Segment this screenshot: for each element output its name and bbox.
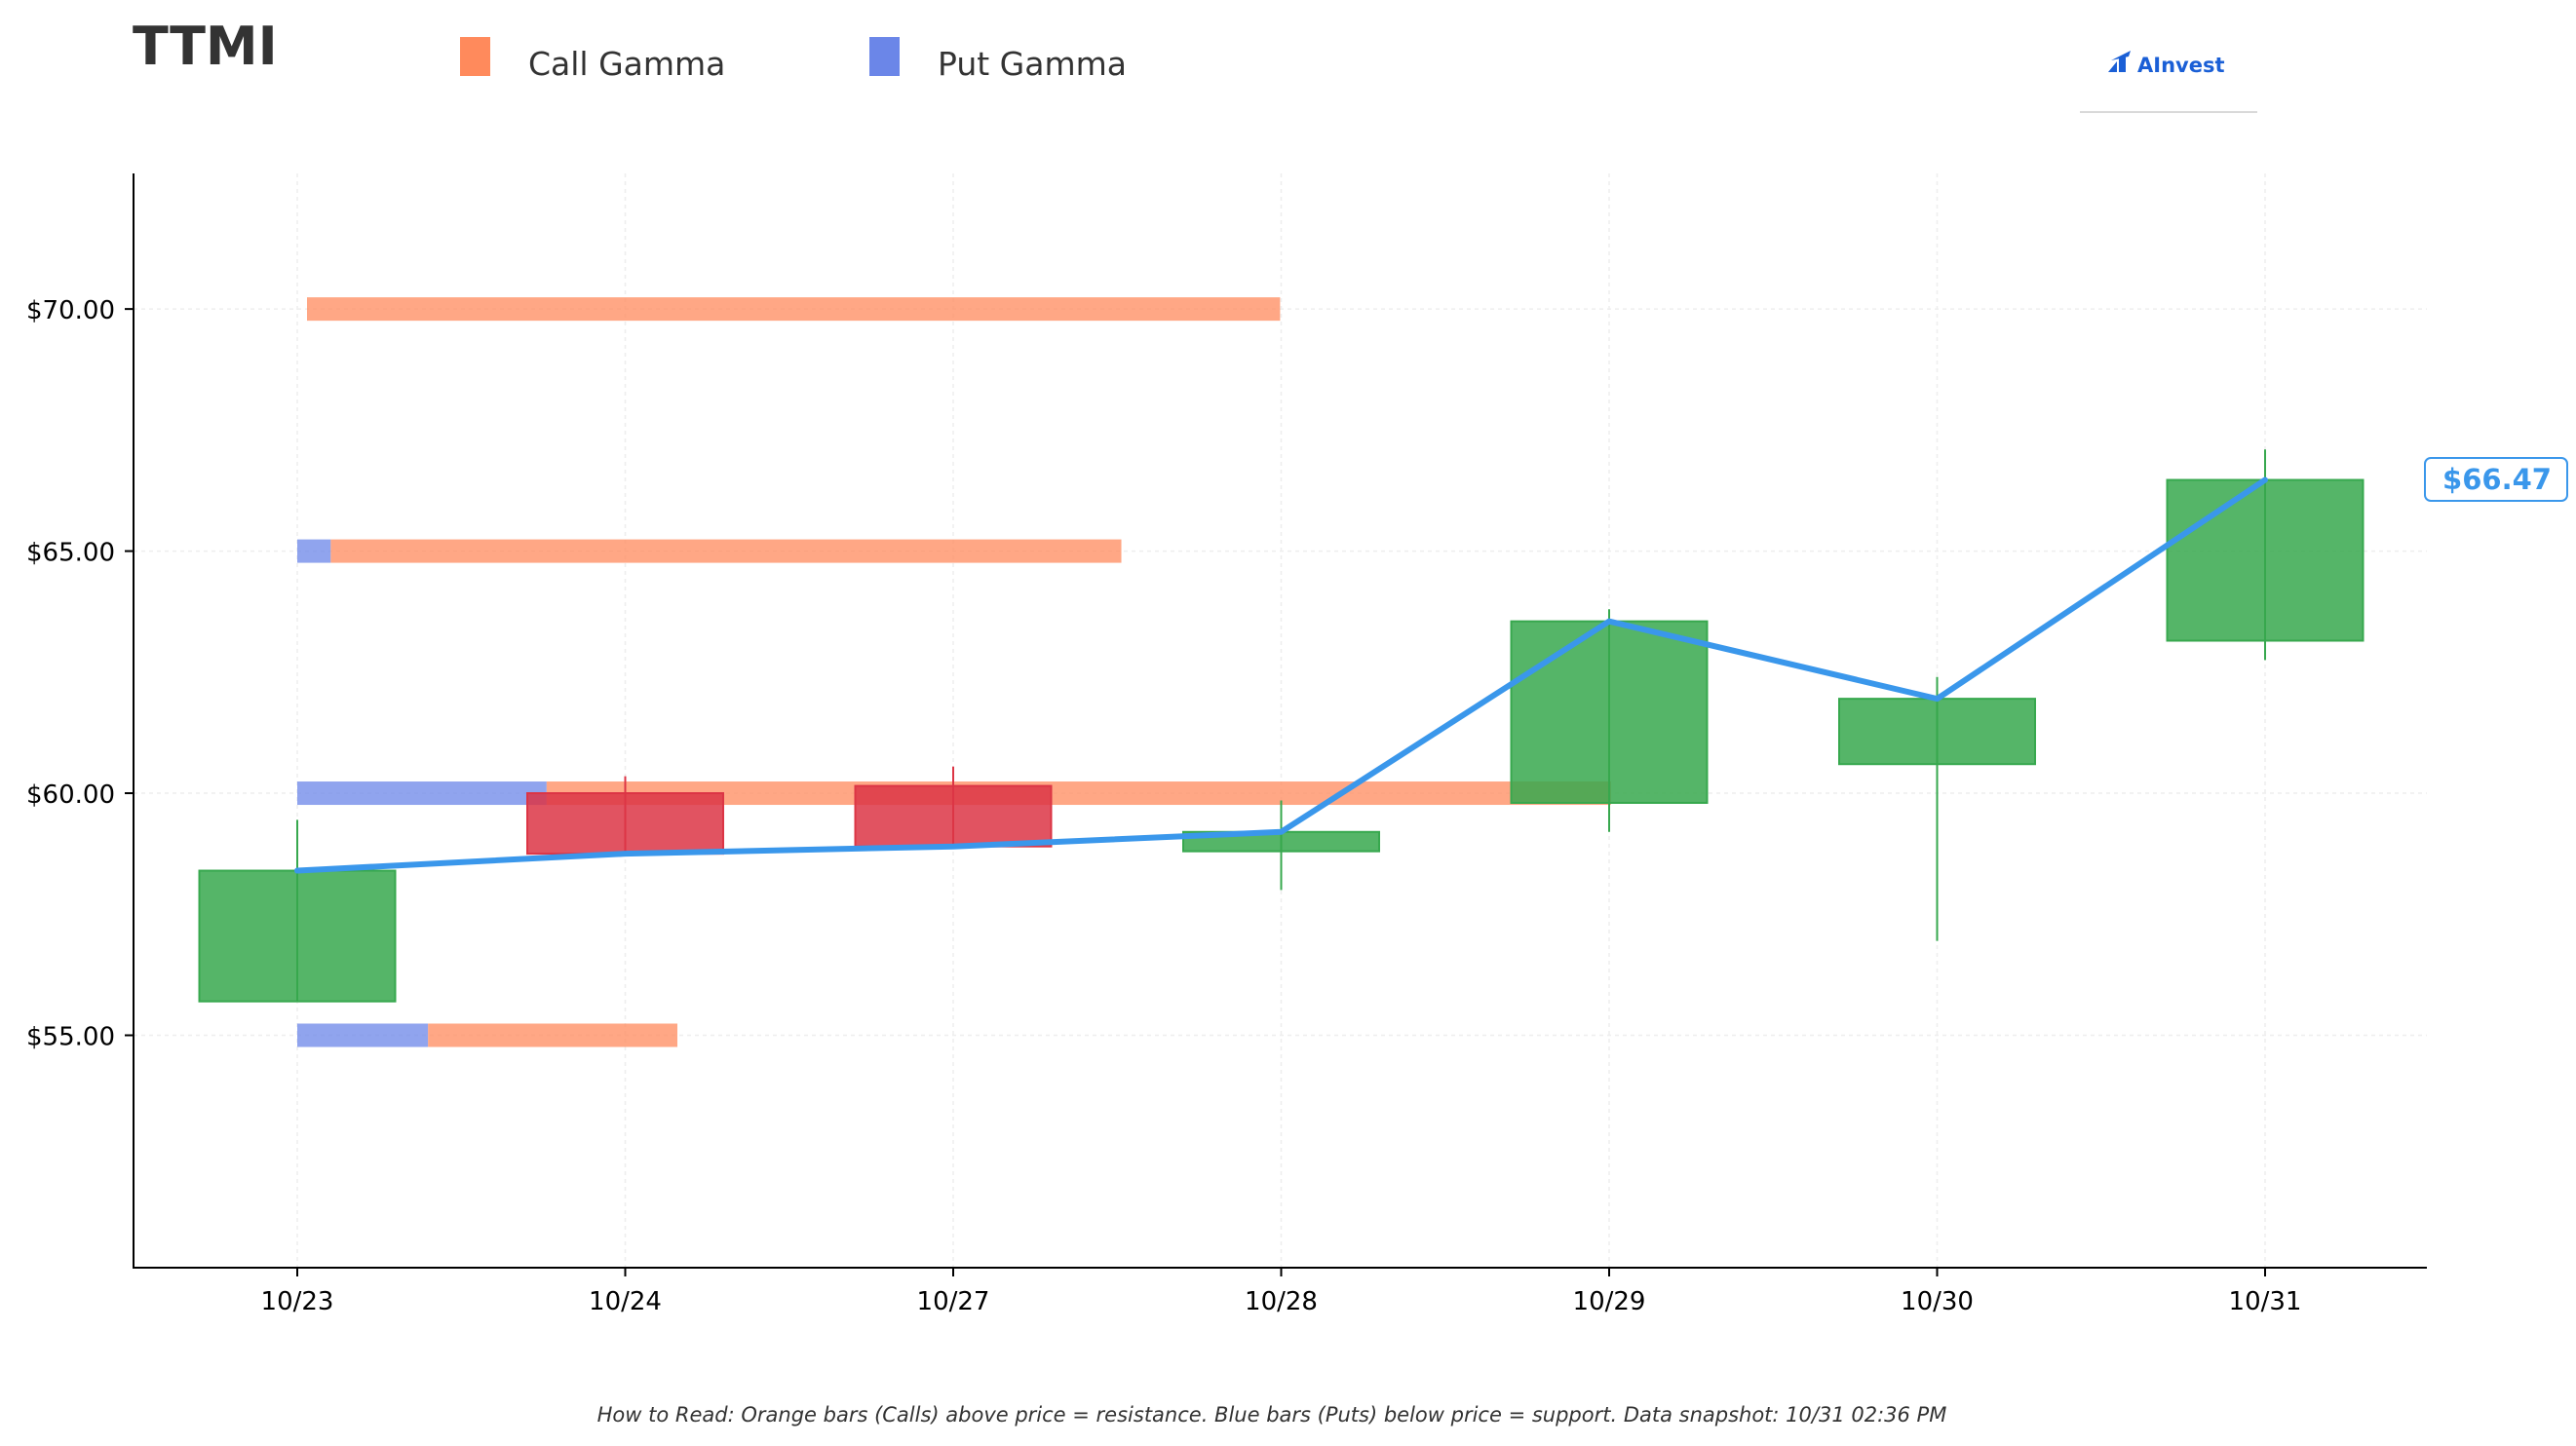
candle-body: [1838, 698, 2036, 766]
candle-body: [198, 869, 397, 1003]
x-tick-label: 10/23: [261, 1287, 334, 1316]
candle-body: [854, 784, 1053, 848]
y-axis-ticks: $55.00 $60.00 $65.00 $70.00: [26, 296, 134, 1051]
legend-put-label: Put Gamma: [938, 45, 1127, 83]
last-price-label: $66.47: [2442, 463, 2552, 496]
candles: [198, 449, 2365, 1003]
y-tick-label: $55.00: [26, 1022, 115, 1051]
brand-logo-text: AInvest: [2137, 54, 2225, 77]
x-tick-label: 10/24: [589, 1287, 662, 1316]
legend: Call Gamma Put Gamma: [460, 37, 1127, 83]
axes: [133, 173, 2427, 1269]
call-gamma-bar: [428, 1023, 677, 1047]
last-price-box: [2424, 457, 2568, 502]
ticker-title: TTMI: [133, 16, 278, 77]
y-tick-label: $65.00: [26, 539, 115, 568]
x-tick-label: 10/29: [1573, 1287, 1646, 1316]
y-tick-label: $60.00: [26, 780, 115, 810]
price-line-layer: [294, 476, 2268, 874]
x-tick-label: 10/28: [1245, 1287, 1318, 1316]
footer-note: How to Read: Orange bars (Calls) above p…: [597, 1403, 1947, 1427]
price-line: [294, 476, 2268, 874]
x-tick-label: 10/30: [1901, 1287, 1974, 1316]
legend-call-swatch: [460, 37, 490, 76]
brand-logo-icon: [2108, 51, 2131, 72]
candle-body: [1510, 620, 1709, 804]
brand-logo: AInvest: [2080, 51, 2257, 113]
x-tick-label: 10/31: [2229, 1287, 2302, 1316]
x-axis-ticks: 10/23 10/24 10/27 10/28 10/29 10/30 10/31: [261, 1268, 2302, 1316]
candle-body: [526, 792, 724, 856]
last-price-badge: $66.47: [2424, 457, 2568, 502]
put-gamma-bar: [297, 781, 547, 806]
put-gamma-bar: [297, 539, 331, 563]
put-gamma-bar: [297, 1023, 429, 1047]
candle-body: [2166, 478, 2365, 642]
x-tick-label: 10/27: [917, 1287, 990, 1316]
legend-call-label: Call Gamma: [528, 45, 725, 83]
call-gamma-bar: [330, 539, 1122, 563]
legend-put-swatch: [869, 37, 900, 76]
call-gamma-bar: [307, 297, 1281, 322]
y-tick-label: $70.00: [26, 296, 115, 325]
